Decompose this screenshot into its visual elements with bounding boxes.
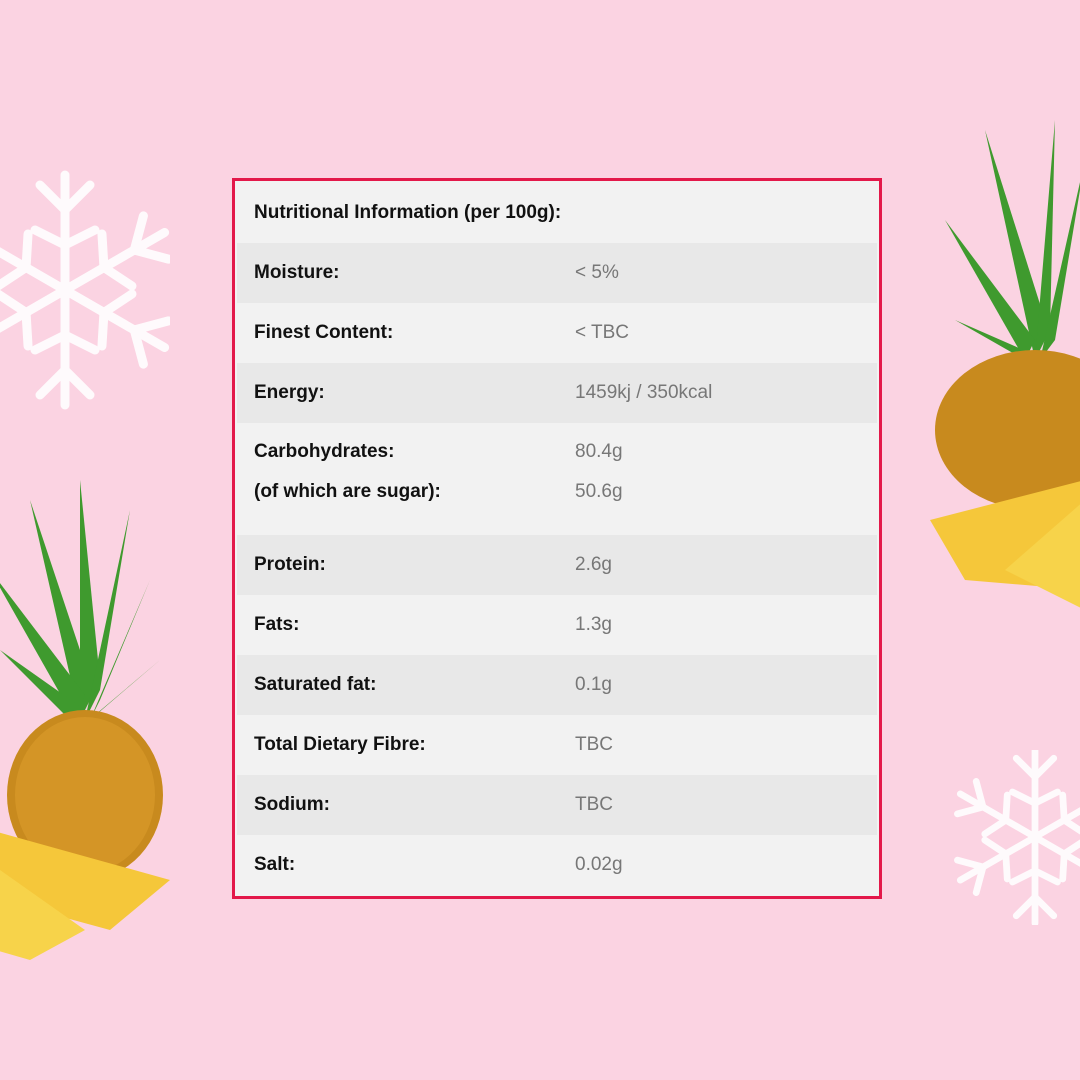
row-label: Protein: (254, 554, 326, 575)
row-label: Total Dietary Fibre: (254, 734, 426, 755)
row-label: Fats: (254, 614, 300, 635)
row-value: < TBC (575, 322, 630, 343)
nutrition-table: Nutritional Information (per 100g): Mois… (232, 178, 882, 899)
row-value: 0.1g (575, 674, 612, 695)
table-row: Protein: 2.6g (237, 535, 877, 595)
row-value: TBC (575, 794, 613, 815)
table-title-row: Nutritional Information (per 100g): (237, 183, 877, 243)
row-value: 0.02g (575, 853, 623, 875)
table-title: Nutritional Information (per 100g): (254, 202, 562, 223)
row-value: 2.6g (575, 554, 612, 575)
table-row: Energy: 1459kj / 350kcal (237, 363, 877, 423)
table-row: Moisture: < 5% (237, 243, 877, 303)
snowflake-icon (945, 750, 1080, 925)
row-label: Finest Content: (254, 322, 394, 343)
row-label: Moisture: (254, 262, 340, 283)
table-row: Fats: 1.3g (237, 595, 877, 655)
snowflake-icon (0, 170, 170, 415)
row-value: 1459kj / 350kcal (575, 382, 713, 403)
row-sub-label: (of which are sugar): (254, 481, 441, 502)
row-value: < 5% (575, 262, 619, 283)
row-value: 1.3g (575, 614, 612, 635)
pineapple-image (930, 120, 1080, 608)
table-row: Finest Content: < TBC (237, 303, 877, 363)
table-row: Salt: 0.02g (237, 835, 877, 894)
row-value: 80.4g (575, 441, 623, 462)
pineapple-image (0, 480, 170, 960)
row-label: Energy: (254, 382, 325, 403)
table-row: Saturated fat: 0.1g (237, 655, 877, 715)
table-row: Carbohydrates: 80.4g (of which are sugar… (237, 423, 877, 535)
table-row: Sodium: TBC (237, 775, 877, 835)
table-row: Total Dietary Fibre: TBC (237, 715, 877, 775)
row-label: Salt: (254, 853, 296, 875)
row-label: Sodium: (254, 794, 330, 815)
row-label: Carbohydrates: (254, 441, 395, 462)
row-value: TBC (575, 734, 613, 755)
row-sub-value: 50.6g (575, 481, 623, 502)
row-label: Saturated fat: (254, 674, 377, 695)
